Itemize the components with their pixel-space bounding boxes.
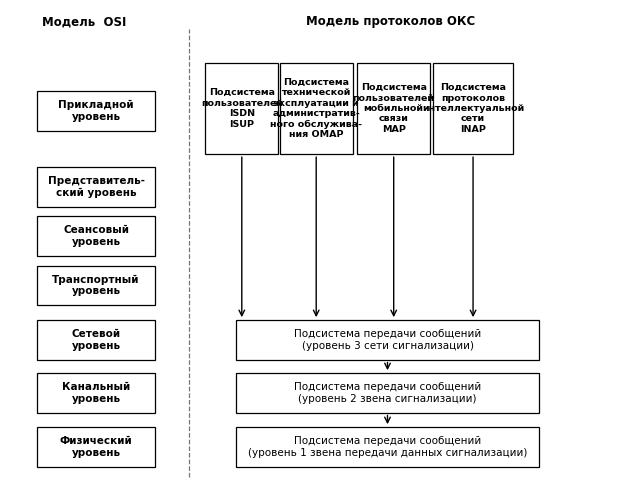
Text: Модель  OSI: Модель OSI [42, 15, 126, 28]
Bar [37, 91, 155, 131]
Text: Подсистема передачи сообщений
(уровень 1 звена передачи данных сигнализации): Подсистема передачи сообщений (уровень 1… [248, 436, 527, 457]
Bar [280, 63, 353, 154]
Bar [37, 167, 155, 207]
Bar [37, 266, 155, 305]
Bar [433, 63, 513, 154]
Bar [205, 63, 278, 154]
Bar [236, 373, 539, 413]
Text: Подсистема
протоколов
интеллектуальной
сети
INAP: Подсистема протоколов интеллектуальной с… [422, 83, 524, 134]
Text: Подсистема
пользователей
ISDN
ISUP: Подсистема пользователей ISDN ISUP [201, 88, 283, 129]
Bar [37, 320, 155, 360]
Text: Подсистема
технической
эксплуатации и
административ-
ного обслужива-
ния ОМАР: Подсистема технической эксплуатации и ад… [270, 78, 362, 139]
Text: Транспортный
уровень: Транспортный уровень [52, 275, 140, 296]
Bar [357, 63, 430, 154]
Text: Подсистема передачи сообщений
(уровень 3 сети сигнализации): Подсистема передачи сообщений (уровень 3… [294, 329, 481, 350]
Text: Модель протоколов ОКС: Модель протоколов ОКС [306, 15, 475, 28]
Text: Сеансовый
уровень: Сеансовый уровень [63, 226, 129, 247]
Text: Канальный
уровень: Канальный уровень [62, 382, 130, 403]
Text: Прикладной
уровень: Прикладной уровень [58, 100, 134, 121]
Bar [37, 427, 155, 467]
Text: Сетевой
уровень: Сетевой уровень [71, 329, 121, 350]
Text: Физический
уровень: Физический уровень [60, 436, 133, 457]
Bar [236, 427, 539, 467]
Bar [37, 216, 155, 256]
Bar [37, 373, 155, 413]
Bar [236, 320, 539, 360]
Text: Представитель-
ский уровень: Представитель- ский уровень [48, 176, 144, 198]
Text: Подсистема
пользователей
мобильной
связи
MAP: Подсистема пользователей мобильной связи… [353, 83, 435, 134]
Text: Подсистема передачи сообщений
(уровень 2 звена сигнализации): Подсистема передачи сообщений (уровень 2… [294, 382, 481, 403]
